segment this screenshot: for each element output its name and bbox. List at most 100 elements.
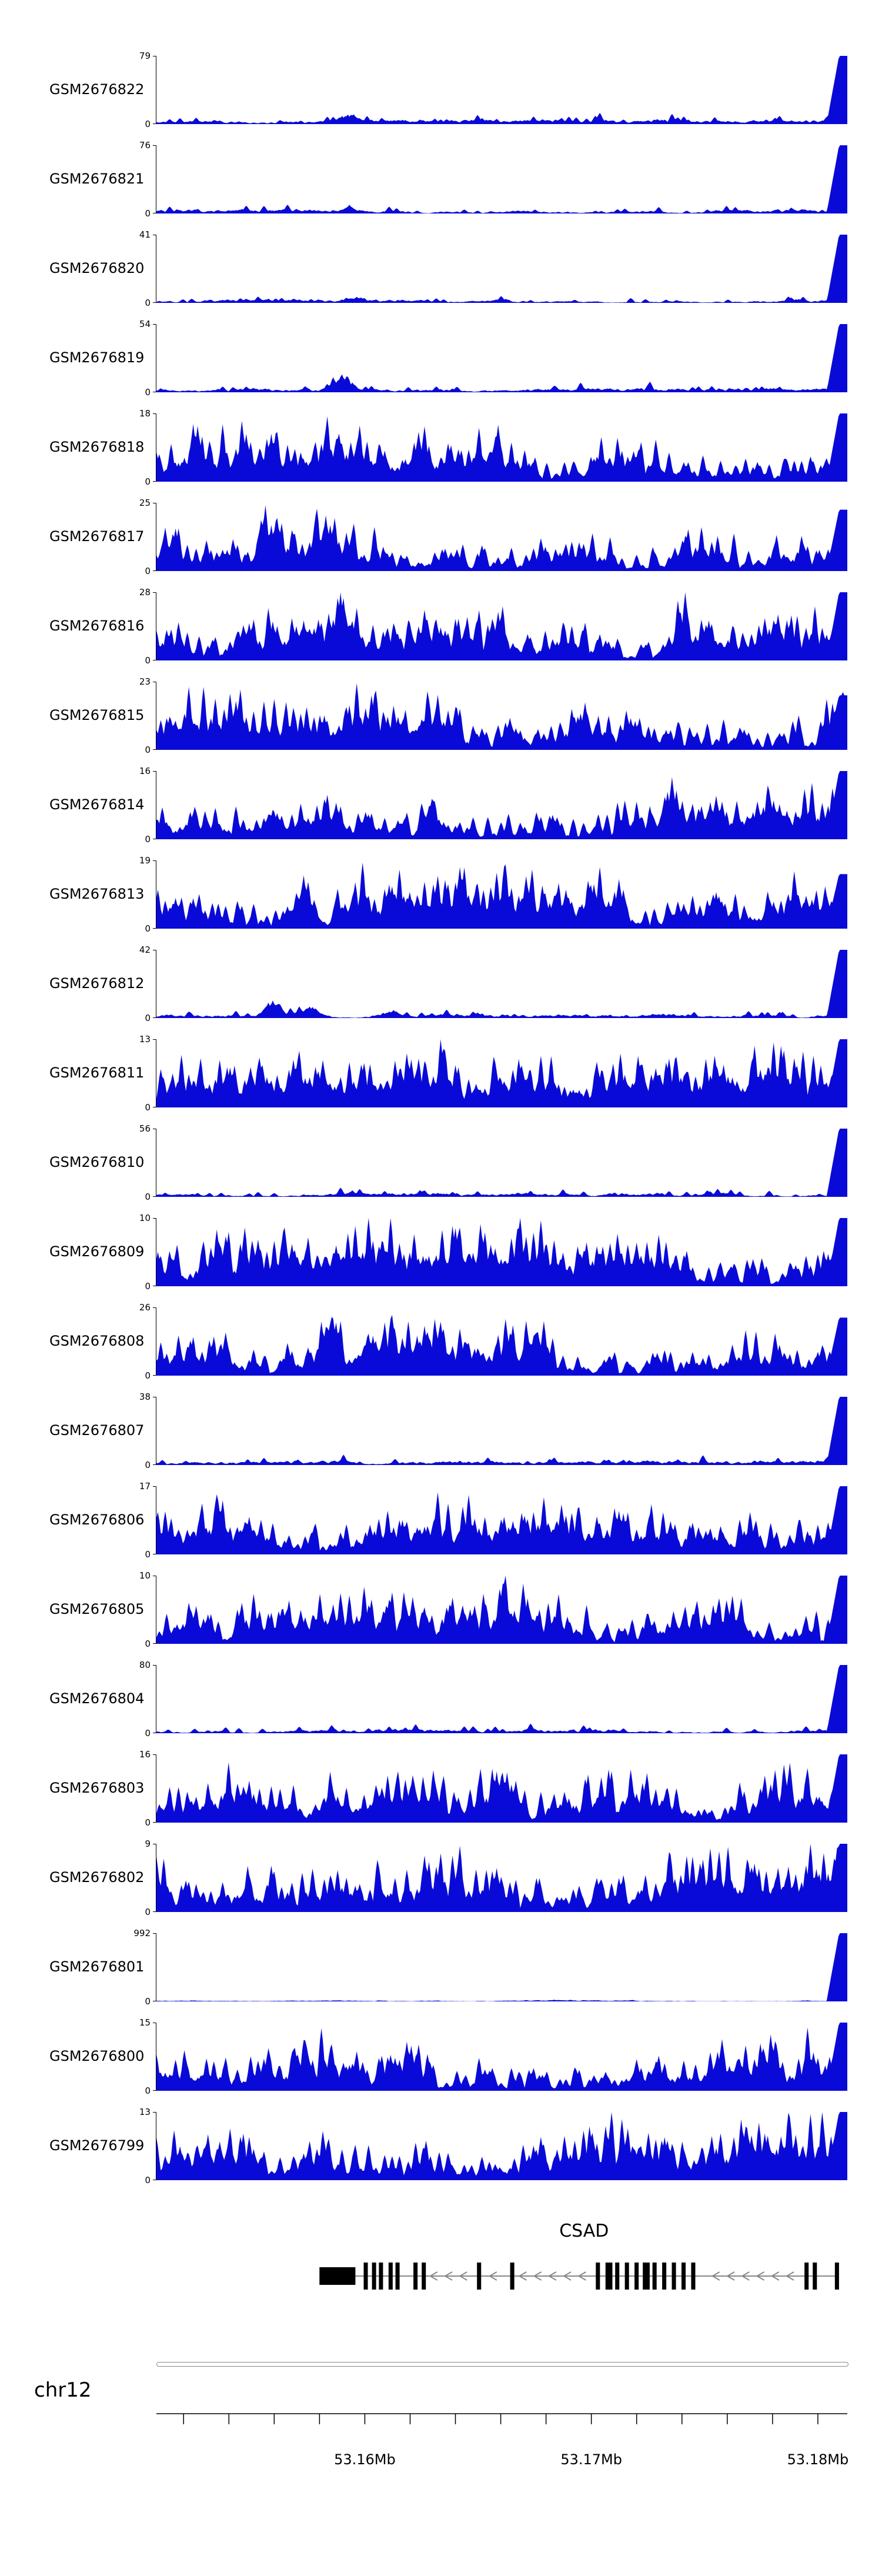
- y-axis-tick-top: [153, 324, 156, 325]
- track-label: GSM2676802: [49, 1869, 145, 1886]
- coverage-polygon: [156, 1218, 847, 1286]
- track-label: GSM2676805: [49, 1601, 145, 1617]
- track-ymin-label: 0: [145, 745, 151, 755]
- coverage-area: [156, 1397, 847, 1465]
- y-axis-tick-bottom: [153, 481, 156, 482]
- coverage-track-row: GSM2676808 26 0: [0, 1302, 882, 1381]
- gene-exon-block: [319, 2267, 356, 2285]
- coverage-track-row: GSM2676804 80 0: [0, 1660, 882, 1739]
- track-ymax-label: 9: [145, 1838, 151, 1849]
- minus-strand-arrow-icon: [563, 2271, 572, 2281]
- track-ymin-label: 0: [145, 387, 151, 398]
- minus-strand-arrow-icon: [577, 2271, 586, 2281]
- gene-exon: [372, 2263, 376, 2290]
- gene-exon: [634, 2263, 639, 2290]
- coverage-track-row: GSM2676822 79 0: [0, 51, 882, 129]
- coverage-area: [156, 2112, 847, 2180]
- track-ymax-label: 41: [139, 229, 151, 240]
- track-ymin-label: 0: [145, 1013, 151, 1023]
- coverage-area: [156, 505, 847, 571]
- coverage-area: [156, 1665, 847, 1733]
- y-axis-tick-top: [153, 413, 156, 414]
- y-axis-tick-top: [153, 2112, 156, 2113]
- coverage-polygon: [156, 505, 847, 571]
- track-label: GSM2676818: [49, 439, 145, 455]
- coverage-area: [156, 1933, 847, 2001]
- minus-strand-arrow-icon: [488, 2271, 497, 2281]
- track-ymax-label: 17: [139, 1481, 151, 1491]
- track-ymax-label: 13: [139, 1034, 151, 1045]
- coverage-area: [156, 683, 847, 750]
- track-ymax-label: 25: [139, 498, 151, 508]
- coverage-area: [156, 145, 847, 213]
- coverage-track-row: GSM2676810 56 0: [0, 1123, 882, 1202]
- gene-exon: [477, 2263, 482, 2290]
- y-axis-tick-bottom: [153, 749, 156, 750]
- gene-exon: [671, 2263, 676, 2290]
- track-label: GSM2676803: [49, 1780, 145, 1796]
- coverage-area: [156, 1486, 847, 1554]
- minus-strand-arrow-icon: [711, 2271, 720, 2281]
- axis-tick-label: 53.17Mb: [560, 2451, 622, 2468]
- genome-axis-ruler: [156, 2413, 847, 2424]
- track-ymin-label: 0: [145, 2086, 151, 2096]
- gene-exon: [643, 2263, 650, 2290]
- track-ymin-label: 0: [145, 476, 151, 487]
- coverage-area: [156, 324, 847, 392]
- gene-exon: [624, 2263, 629, 2290]
- coverage-polygon: [156, 1933, 847, 2001]
- coverage-track-row: GSM2676806 17 0: [0, 1481, 882, 1560]
- y-axis-tick-top: [153, 592, 156, 593]
- coverage-polygon: [156, 950, 847, 1018]
- coverage-track-row: GSM2676803 16 0: [0, 1749, 882, 1828]
- gene-exon: [813, 2263, 817, 2290]
- coverage-polygon: [156, 1039, 847, 1107]
- track-label: GSM2676806: [49, 1511, 145, 1528]
- coverage-area: [156, 1218, 847, 1286]
- track-label: GSM2676813: [49, 886, 145, 902]
- track-ymin-label: 0: [145, 208, 151, 219]
- track-label: GSM2676811: [49, 1065, 145, 1081]
- y-axis-tick-bottom: [153, 1911, 156, 1912]
- y-axis-tick-bottom: [153, 2090, 156, 2091]
- minus-strand-arrow-icon: [444, 2271, 453, 2281]
- gene-exon: [605, 2263, 613, 2290]
- track-ymax-label: 42: [139, 945, 151, 955]
- coverage-track-row: GSM2676809 10 0: [0, 1213, 882, 1292]
- minus-strand-arrow-icon: [429, 2271, 438, 2281]
- minus-strand-arrow-icon: [518, 2271, 527, 2281]
- coverage-polygon: [156, 413, 847, 482]
- coverage-area: [156, 56, 847, 124]
- coverage-track-row: GSM2676819 54 0: [0, 319, 882, 398]
- coverage-polygon: [156, 1576, 847, 1644]
- minus-strand-arrow-icon: [547, 2271, 557, 2281]
- gene-exon: [413, 2263, 418, 2290]
- track-label: GSM2676799: [49, 2137, 145, 2154]
- track-ymax-label: 56: [139, 1123, 151, 1134]
- coverage-area: [156, 592, 847, 660]
- coverage-polygon: [156, 2023, 847, 2091]
- y-axis-tick-bottom: [153, 1643, 156, 1644]
- track-ymax-label: 19: [139, 855, 151, 866]
- y-axis-tick-top: [153, 145, 156, 146]
- coverage-area: [156, 771, 847, 839]
- gene-exon: [615, 2263, 620, 2290]
- track-ymin-label: 0: [145, 1102, 151, 1113]
- track-ymin-label: 0: [145, 2175, 151, 2185]
- track-ymax-label: 80: [139, 1660, 151, 1670]
- coverage-polygon: [156, 2112, 847, 2180]
- track-ymax-label: 992: [133, 1928, 151, 1938]
- y-axis-tick-top: [153, 771, 156, 772]
- coverage-track-row: GSM2676815 23 0: [0, 676, 882, 755]
- gene-exon: [691, 2263, 696, 2290]
- gene-name-label: CSAD: [559, 2221, 609, 2241]
- y-axis-tick-top: [153, 1754, 156, 1755]
- coverage-polygon: [156, 1129, 847, 1197]
- track-ymin-label: 0: [145, 1549, 151, 1560]
- coverage-track-row: GSM2676821 76 0: [0, 140, 882, 219]
- track-ymax-label: 26: [139, 1302, 151, 1313]
- track-label: GSM2676808: [49, 1333, 145, 1349]
- track-ymin-label: 0: [145, 1639, 151, 1649]
- coverage-area: [156, 1039, 847, 1107]
- track-ymin-label: 0: [145, 1370, 151, 1381]
